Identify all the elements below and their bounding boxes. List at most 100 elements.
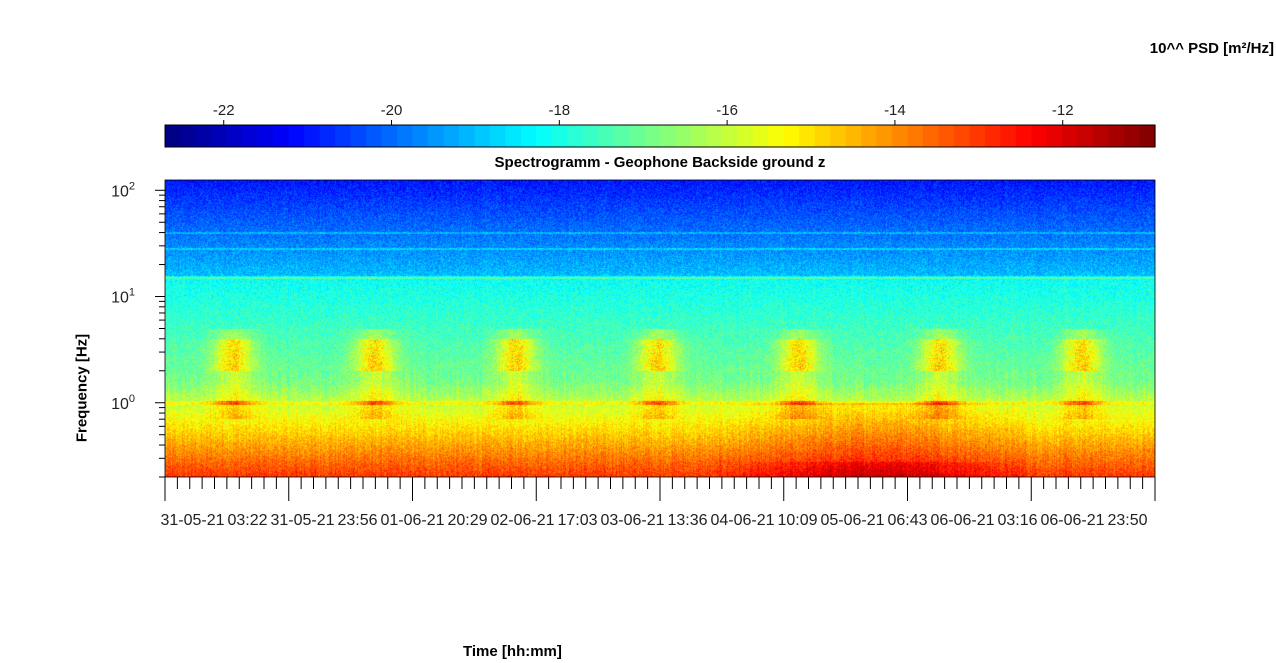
x-tick-label: 31-05-21 xyxy=(160,512,224,529)
colorbar-segment xyxy=(381,125,398,147)
x-tick-label: 31-05-21 xyxy=(270,512,334,529)
colorbar-tick-label: -16 xyxy=(716,102,738,119)
colorbar-segment xyxy=(180,125,197,147)
colorbar-segment xyxy=(536,125,553,147)
y-tick-label: 102 xyxy=(111,180,135,200)
x-tick-label: 23:56 xyxy=(337,512,377,529)
colorbar-segment xyxy=(984,125,1001,147)
colorbar-tick-label: -12 xyxy=(1052,102,1074,119)
colorbar-segment xyxy=(273,125,290,147)
colorbar-segment xyxy=(1000,125,1017,147)
chart-title: Spectrogramm - Geophone Backside ground … xyxy=(494,154,826,171)
colorbar-segment xyxy=(922,125,940,147)
colorbar-segment xyxy=(1093,125,1110,147)
colorbar-segment xyxy=(799,125,816,147)
colorbar-segment xyxy=(1077,125,1094,147)
x-tick-label: 10:09 xyxy=(777,512,817,529)
colorbar-segment xyxy=(335,125,352,147)
colorbar-segment xyxy=(598,125,615,147)
colorbar-segment xyxy=(520,125,537,147)
colorbar-segment xyxy=(629,125,646,147)
colorbar-segment xyxy=(366,125,383,147)
x-tick-label: 23:50 xyxy=(1107,512,1147,529)
colorbar-segment xyxy=(288,125,305,147)
colorbar-segment xyxy=(706,125,723,147)
colorbar-segment xyxy=(783,125,800,147)
colorbar-segment xyxy=(892,125,909,147)
colorbar-segment xyxy=(969,125,986,147)
colorbar-segment xyxy=(474,125,491,147)
spectrogram-heatmap xyxy=(165,180,1155,477)
colorbar-label: 10^^ PSD [m²/Hz] xyxy=(1149,40,1274,57)
colorbar-segment xyxy=(660,125,677,147)
x-tick-label: 03-06-21 xyxy=(600,512,664,529)
x-tick-label: 17:03 xyxy=(557,512,597,529)
colorbar-segment xyxy=(242,125,259,147)
colorbar-segment xyxy=(613,125,630,147)
x-tick-label: 05-06-21 xyxy=(820,512,884,529)
colorbar-tick-label: -20 xyxy=(381,102,403,119)
colorbar-segment xyxy=(1124,125,1141,147)
colorbar-segment xyxy=(567,125,584,147)
colorbar-segment xyxy=(1015,125,1032,147)
colorbar-tick-label: -14 xyxy=(884,102,906,119)
colorbar-segment xyxy=(814,125,831,147)
x-tick-label: 04-06-21 xyxy=(710,512,774,529)
colorbar-segment xyxy=(257,125,274,147)
colorbar-segment xyxy=(861,125,878,147)
colorbar-segment xyxy=(211,125,228,147)
x-tick-label: 06-06-21 xyxy=(1040,512,1104,529)
colorbar-segment xyxy=(830,125,847,147)
colorbar-segment xyxy=(582,125,599,147)
colorbar-segment xyxy=(752,125,769,147)
colorbar-segment xyxy=(319,125,336,147)
colorbar-segment xyxy=(768,125,785,147)
colorbar-segment xyxy=(845,125,862,147)
spectrogram-plot-area xyxy=(165,180,1155,477)
colorbar-segment xyxy=(397,125,414,147)
colorbar-segment xyxy=(1031,125,1048,147)
colorbar-segment xyxy=(907,125,924,147)
x-tick-label: 06:43 xyxy=(887,512,927,529)
colorbar-segment xyxy=(427,125,445,147)
x-tick-label: 03:16 xyxy=(997,512,1037,529)
colorbar-segment xyxy=(489,125,506,147)
colorbar-segment xyxy=(675,125,692,147)
colorbar-segment xyxy=(226,125,243,147)
colorbar-ticks: -22 -20 -18 -16 -14 -12 xyxy=(213,102,1074,125)
colorbar-segment xyxy=(953,125,970,147)
y-tick-label: 100 xyxy=(111,393,135,413)
x-axis-label: Time [hh:mm] xyxy=(463,643,562,660)
colorbar-segment xyxy=(690,125,708,147)
colorbar xyxy=(164,124,1156,148)
y-tick-label: 101 xyxy=(111,287,135,307)
colorbar-segment xyxy=(165,125,182,147)
colorbar-segment xyxy=(876,125,893,147)
x-tick-label: 20:29 xyxy=(447,512,487,529)
x-tick-label: 01-06-21 xyxy=(380,512,444,529)
colorbar-segment xyxy=(304,125,321,147)
colorbar-segment xyxy=(195,125,213,147)
colorbar-segment xyxy=(737,125,754,147)
x-tick-label: 03:22 xyxy=(227,512,267,529)
colorbar-segment xyxy=(721,125,738,147)
colorbar-segment xyxy=(350,125,367,147)
x-tick-label: 06-06-21 xyxy=(930,512,994,529)
colorbar-segment xyxy=(1046,125,1063,147)
colorbar-segment xyxy=(644,125,661,147)
colorbar-segment xyxy=(938,125,955,147)
colorbar-tick-label: -18 xyxy=(548,102,570,119)
colorbar-segment xyxy=(1062,125,1079,147)
colorbar-segment xyxy=(443,125,460,147)
y-ticks: 100 101 102 xyxy=(111,180,165,478)
colorbar-segment xyxy=(412,125,429,147)
colorbar-segment xyxy=(1108,125,1125,147)
colorbar-segment xyxy=(458,125,475,147)
colorbar-tick-label: -22 xyxy=(213,102,235,119)
x-tick-label: 13:36 xyxy=(667,512,707,529)
colorbar-frame xyxy=(164,124,1156,148)
x-tick-label: 02-06-21 xyxy=(490,512,554,529)
colorbar-segment xyxy=(1139,125,1156,147)
colorbar-segment xyxy=(505,125,522,147)
